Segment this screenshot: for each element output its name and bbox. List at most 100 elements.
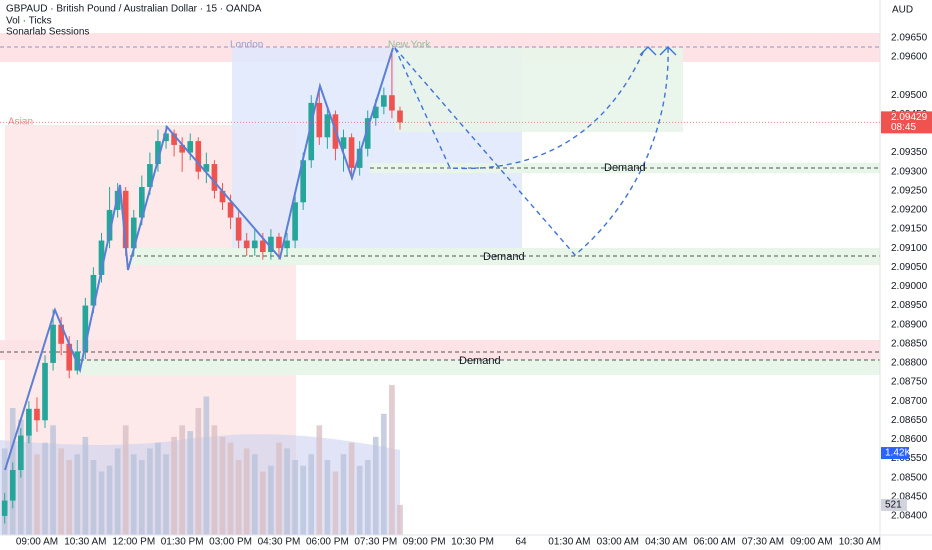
x-tick-label: 03:00 PM [209, 537, 252, 548]
currency: AUD [892, 5, 913, 16]
y-tick-label: 2.08900 [891, 319, 928, 330]
volume-bar [260, 471, 266, 535]
candle-body [284, 240, 290, 249]
candle-body [372, 106, 379, 119]
volume-bar [292, 459, 298, 535]
session-label: London [230, 40, 263, 51]
volume-bar [42, 442, 48, 535]
volume-bar [268, 465, 274, 535]
candle-body [268, 236, 274, 253]
candle-body [251, 240, 258, 249]
candle-body [82, 305, 89, 352]
volume-bar [308, 454, 315, 535]
volume-bar [34, 454, 40, 535]
price-axis [880, 0, 932, 550]
x-tick-label: 03:00 AM [597, 537, 639, 548]
y-tick-label: 2.09350 [891, 147, 928, 158]
y-tick-label: 2.09000 [891, 281, 928, 292]
candle-body [356, 148, 363, 168]
candle-body [106, 209, 113, 241]
candle-body [292, 202, 298, 241]
y-tick-label: 2.08800 [891, 358, 928, 369]
y-tick-label: 2.08550 [891, 453, 928, 464]
volume-bar [348, 442, 355, 535]
y-tick-label: 2.08850 [891, 338, 928, 349]
volume-label: 1.42K [885, 448, 911, 459]
volume-badge [881, 447, 909, 460]
candle-body [308, 102, 315, 161]
candle-body [50, 324, 56, 363]
volume-bar [139, 459, 145, 535]
volume-bar [381, 413, 387, 535]
projection [394, 47, 646, 170]
volume-bar [26, 431, 32, 535]
zone-label: Demand [604, 162, 646, 174]
volume-bar [284, 448, 290, 535]
volume-bar [122, 425, 129, 535]
projection [394, 47, 669, 256]
y-tick-label: 2.08400 [891, 511, 928, 522]
x-tick-label: 64 [515, 537, 527, 548]
candle-body [66, 343, 73, 371]
session-label: Asian [8, 117, 33, 128]
volume-bar [243, 448, 250, 535]
volume-bar [364, 459, 371, 535]
target-box [395, 48, 683, 132]
candle-body [187, 141, 194, 153]
chart-title: GBPAUD · British Pound / Australian Doll… [6, 4, 262, 15]
volume-bar [251, 454, 258, 535]
price-badge [881, 111, 932, 134]
volume-bar [106, 465, 113, 535]
volume-bar [98, 471, 105, 535]
candle-body [397, 110, 403, 123]
volume-bar [155, 442, 161, 535]
x-tick-label: 06:00 PM [306, 537, 349, 548]
candle-body [34, 408, 40, 421]
candle-body [381, 95, 387, 107]
volume-bar [219, 436, 226, 535]
y-tick-label: 2.08750 [891, 377, 928, 388]
x-tick-label: 09:00 PM [403, 537, 446, 548]
volume-bar [227, 442, 234, 535]
volume-bar [397, 504, 403, 535]
candle-body [171, 133, 177, 145]
candle-body [340, 137, 347, 149]
y-tick-label: 2.08700 [891, 396, 928, 407]
volume-bar [1, 448, 8, 535]
volume-badge [881, 498, 907, 511]
indicator-label: Vol · Ticks [6, 16, 52, 27]
volume-bar [195, 408, 202, 535]
candle-body [130, 217, 137, 249]
x-tick-label: 10:30 AM [839, 537, 881, 548]
candle-body [276, 236, 282, 249]
x-tick-label: 01:30 PM [161, 537, 204, 548]
candle-body [163, 133, 169, 142]
y-tick-label: 2.09050 [891, 262, 928, 273]
countdown: 08:45 [891, 122, 916, 133]
candle-body [211, 164, 218, 191]
y-tick-label: 2.09250 [891, 185, 928, 196]
y-tick-label: 2.09300 [891, 166, 928, 177]
candle-body [324, 114, 331, 138]
volume-bar [316, 425, 323, 535]
volume-bar [82, 436, 89, 535]
zone-label: Demand [483, 251, 525, 263]
candle-body [235, 217, 242, 241]
candle-body [260, 240, 266, 253]
y-tick-label: 2.08650 [891, 415, 928, 426]
x-tick-label: 10:30 AM [64, 537, 106, 548]
session-label: New York [388, 40, 431, 51]
y-tick-label: 2.09600 [891, 52, 928, 63]
volume-bar [187, 431, 194, 535]
candle-body [42, 362, 48, 421]
volume-bar [332, 471, 339, 535]
candle-body [98, 240, 105, 275]
candle-body [203, 164, 210, 172]
volume-bar [235, 459, 242, 535]
candle-body [219, 190, 226, 203]
candle-body [155, 141, 161, 165]
candle-body [389, 95, 395, 111]
x-tick-label: 04:30 PM [258, 537, 301, 548]
y-tick-label: 2.09500 [891, 90, 928, 101]
